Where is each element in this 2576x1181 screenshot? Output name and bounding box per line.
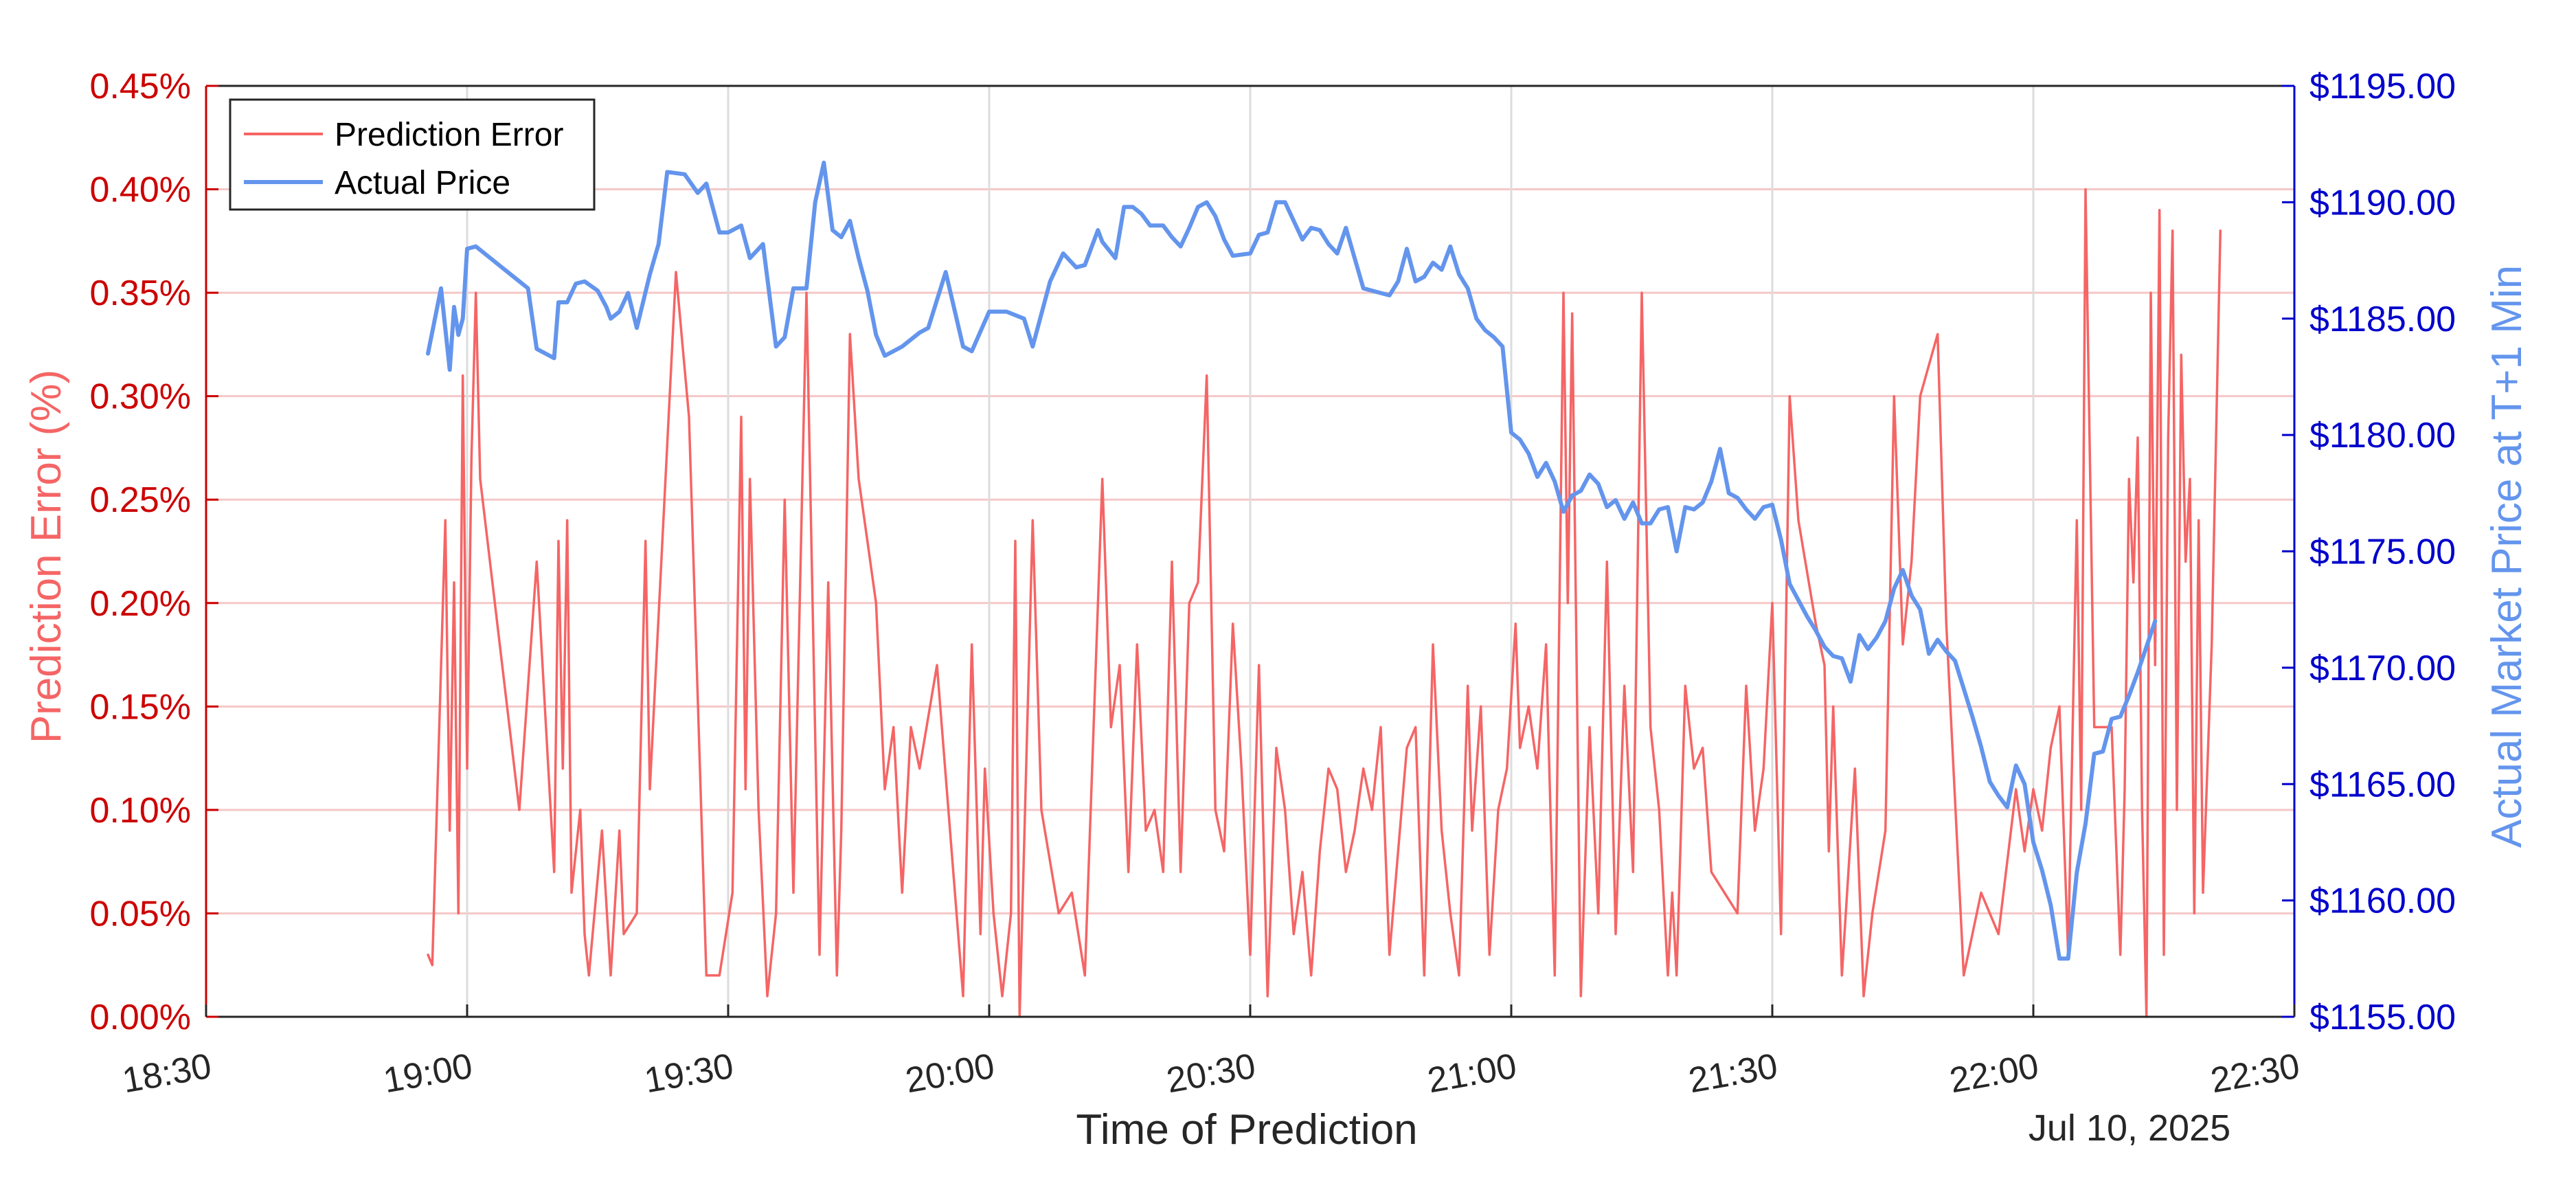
plot-area [426, 160, 2222, 1018]
right-tick-label: $1160.00 [2309, 881, 2456, 921]
left-tick-label: 0.10% [90, 791, 191, 831]
series-line-actual-price [426, 160, 2158, 961]
left-tick-label: 0.40% [90, 170, 191, 210]
left-tick-label: 0.20% [90, 584, 191, 624]
right-tick-label: $1175.00 [2309, 532, 2456, 572]
left-tick-label: 0.35% [90, 273, 191, 313]
right-tick-label: $1155.00 [2309, 998, 2456, 1037]
right-tick-label: $1180.00 [2309, 416, 2456, 455]
series-line-prediction-error [427, 188, 2222, 1018]
left-tick-label: 0.00% [90, 998, 191, 1037]
right-tick-label: $1170.00 [2309, 649, 2456, 688]
left-tick-label: 0.25% [90, 480, 191, 520]
left-axis-title: Prediction Error (%) [23, 370, 70, 743]
right-tick-label: $1195.00 [2309, 67, 2456, 106]
right-tick-label: $1190.00 [2309, 183, 2456, 223]
legend-label-actual-price: Actual Price [335, 165, 510, 201]
x-axis-title: Time of Prediction [1076, 1106, 1417, 1154]
left-tick-label: 0.05% [90, 894, 191, 934]
date-label: Jul 10, 2025 [2029, 1107, 2230, 1149]
axes [205, 85, 2296, 1018]
right-tick-label: $1165.00 [2309, 765, 2456, 805]
legend-label-prediction-error: Prediction Error [335, 117, 563, 153]
legend-box [229, 98, 596, 211]
right-axis-title: Actual Market Price at T+1 Min [2483, 265, 2531, 848]
legend: Prediction Error Actual Price [229, 98, 596, 211]
left-tick-label: 0.45% [90, 67, 191, 106]
left-tick-label: 0.15% [90, 687, 191, 727]
right-tick-label: $1185.00 [2309, 300, 2456, 339]
left-tick-label: 0.30% [90, 377, 191, 417]
